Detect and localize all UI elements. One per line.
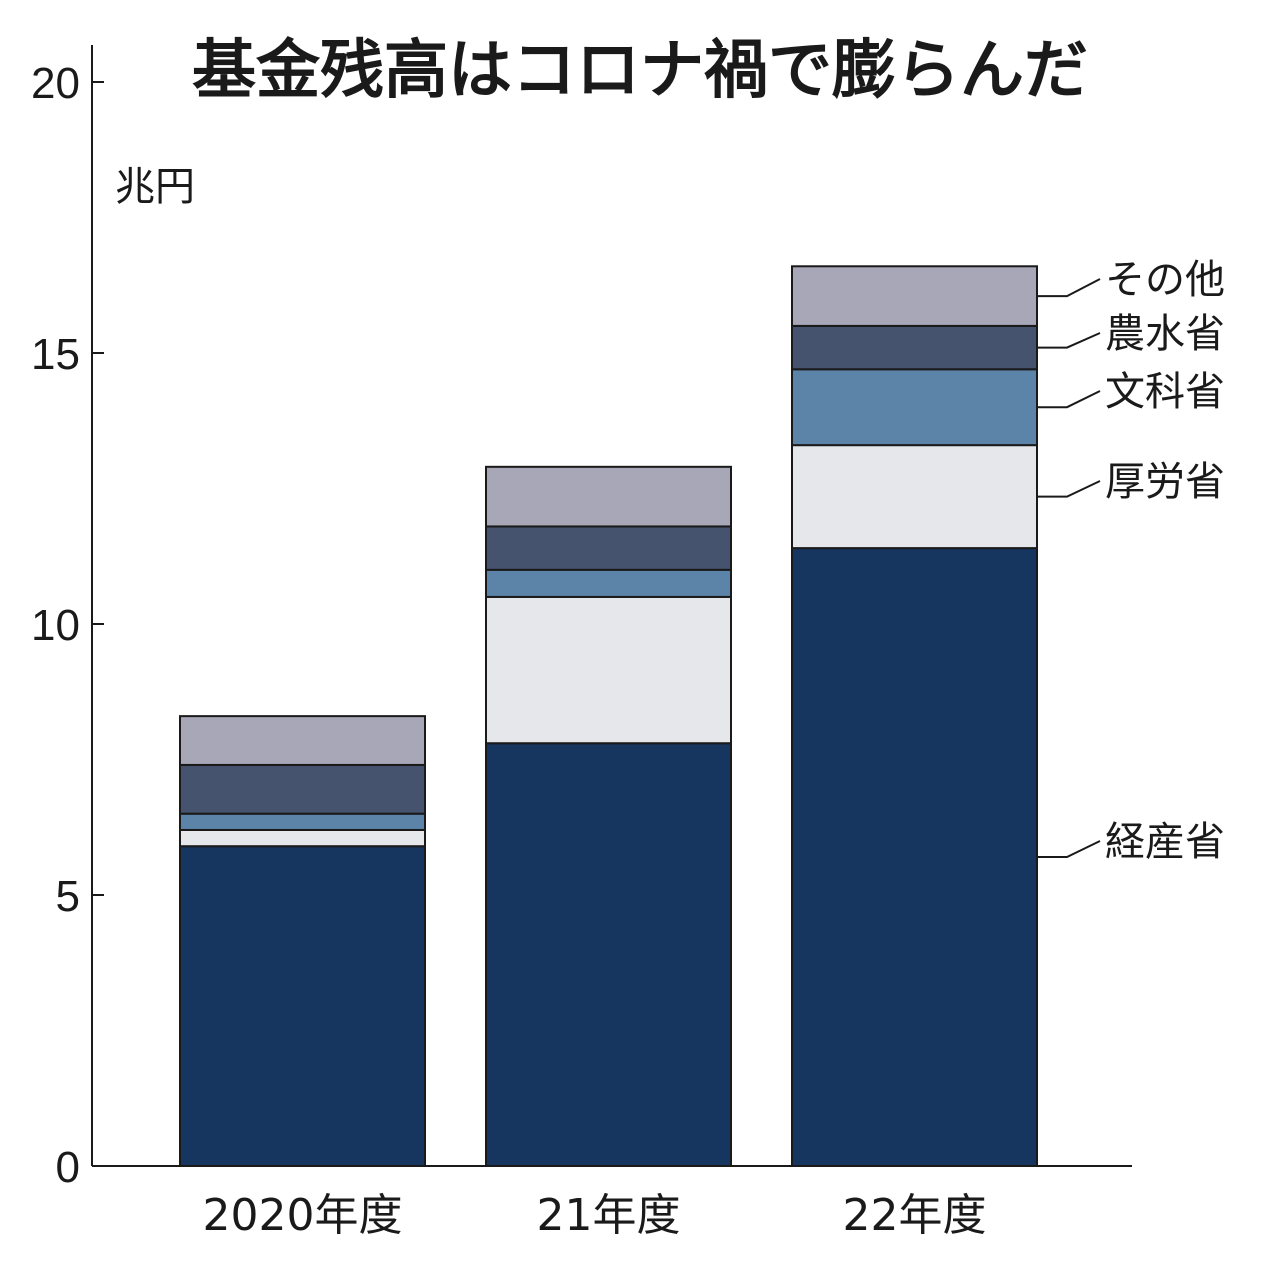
legend-label: 厚労省 — [1105, 459, 1225, 505]
legend-label: 経産省 — [1105, 819, 1225, 865]
bar-segment-1-4 — [485, 465, 732, 528]
legend-leader-line — [1037, 332, 1101, 349]
y-tick-label: 0 — [56, 1143, 80, 1192]
bar-segment-1-3 — [485, 525, 732, 571]
bar-segment-2-3 — [791, 324, 1038, 371]
bar-segment-2-4 — [791, 265, 1038, 327]
legend: 経産省 厚労省 文科省 農水省 その他 — [1037, 257, 1225, 865]
x-tick-label: 2020年度 — [203, 1190, 403, 1241]
x-tick-label: 22年度 — [843, 1190, 987, 1241]
bar-segment-0-0 — [179, 845, 426, 1167]
y-tick-label: 5 — [56, 872, 80, 921]
bars — [179, 265, 1038, 1167]
legend-leader-line — [1037, 390, 1101, 409]
x-tick-label: 21年度 — [537, 1190, 681, 1241]
y-tick-label: 15 — [31, 330, 80, 379]
bar-segment-1-2 — [485, 568, 732, 598]
bar-segment-2-0 — [791, 547, 1038, 1167]
bar-segment-1-0 — [485, 742, 732, 1167]
bar-segment-0-3 — [179, 763, 426, 815]
legend-label: 農水省 — [1105, 311, 1225, 357]
bar-segment-1-1 — [485, 595, 732, 745]
x-axis-labels: 2020年度 21年度 22年度 — [203, 1190, 987, 1241]
bar-segment-2-2 — [791, 368, 1038, 447]
y-axis-ticks: 0 5 10 15 20 — [31, 59, 104, 1192]
unit-label: 兆円 — [115, 164, 195, 210]
legend-leader-line — [1037, 840, 1101, 859]
legend-label: その他 — [1105, 257, 1225, 303]
bar-segment-0-4 — [179, 715, 426, 766]
y-tick-label: 10 — [31, 601, 80, 650]
bar-segment-0-1 — [179, 828, 426, 848]
legend-leader-line — [1037, 480, 1101, 498]
legend-leader-line — [1037, 278, 1101, 298]
chart-title: 基金残高はコロナ禍で膨らんだ — [192, 34, 1088, 108]
bar-segment-2-1 — [791, 444, 1038, 550]
bar-segment-0-2 — [179, 812, 426, 831]
y-tick-label: 20 — [31, 59, 80, 108]
legend-label: 文科省 — [1105, 369, 1225, 415]
